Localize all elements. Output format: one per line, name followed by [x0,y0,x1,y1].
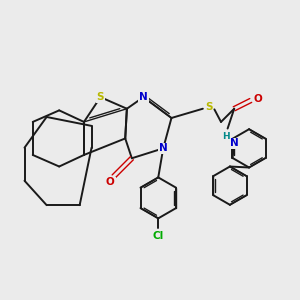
Text: S: S [205,102,212,112]
Text: O: O [106,177,115,188]
Text: N: N [139,92,148,102]
Text: S: S [97,92,104,102]
Text: O: O [254,94,262,104]
Text: N: N [230,138,239,148]
Text: N: N [159,143,168,153]
Text: H: H [222,132,230,141]
Text: Cl: Cl [153,230,164,241]
